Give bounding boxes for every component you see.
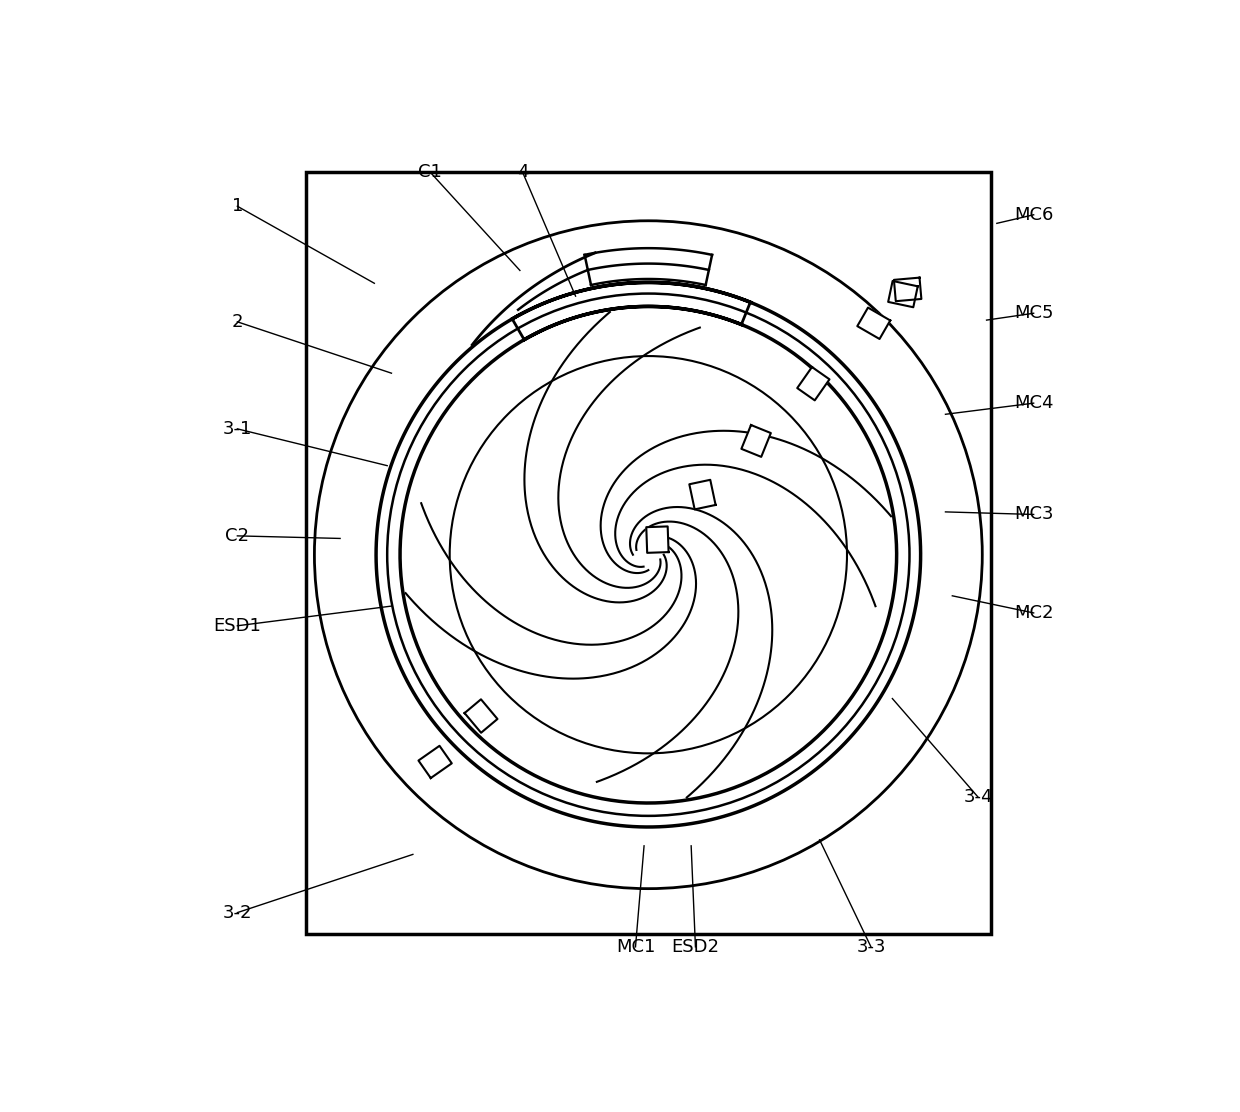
Text: MC5: MC5	[1014, 305, 1054, 322]
Text: 4: 4	[517, 163, 528, 181]
Text: MC3: MC3	[1014, 506, 1054, 524]
Polygon shape	[857, 308, 890, 339]
Polygon shape	[894, 278, 921, 301]
Text: 1: 1	[232, 197, 243, 216]
Text: ESD2: ESD2	[671, 937, 719, 956]
Text: MC2: MC2	[1014, 604, 1054, 622]
Text: 3-1: 3-1	[223, 420, 252, 438]
Text: MC1: MC1	[616, 937, 655, 956]
Text: 2: 2	[232, 312, 243, 330]
Text: MC6: MC6	[1014, 206, 1053, 224]
Text: C1: C1	[418, 163, 441, 181]
Polygon shape	[742, 425, 771, 457]
Text: 3-3: 3-3	[856, 937, 885, 956]
Polygon shape	[418, 746, 451, 778]
Bar	[306, 172, 991, 934]
Text: C2: C2	[226, 527, 249, 545]
Polygon shape	[646, 526, 668, 553]
Text: 3-4: 3-4	[963, 788, 993, 806]
Text: MC4: MC4	[1014, 394, 1054, 413]
Text: 3-2: 3-2	[223, 904, 252, 922]
Polygon shape	[888, 281, 918, 307]
Polygon shape	[689, 479, 715, 509]
Polygon shape	[465, 699, 497, 733]
Polygon shape	[797, 367, 830, 400]
Text: ESD1: ESD1	[213, 617, 262, 635]
